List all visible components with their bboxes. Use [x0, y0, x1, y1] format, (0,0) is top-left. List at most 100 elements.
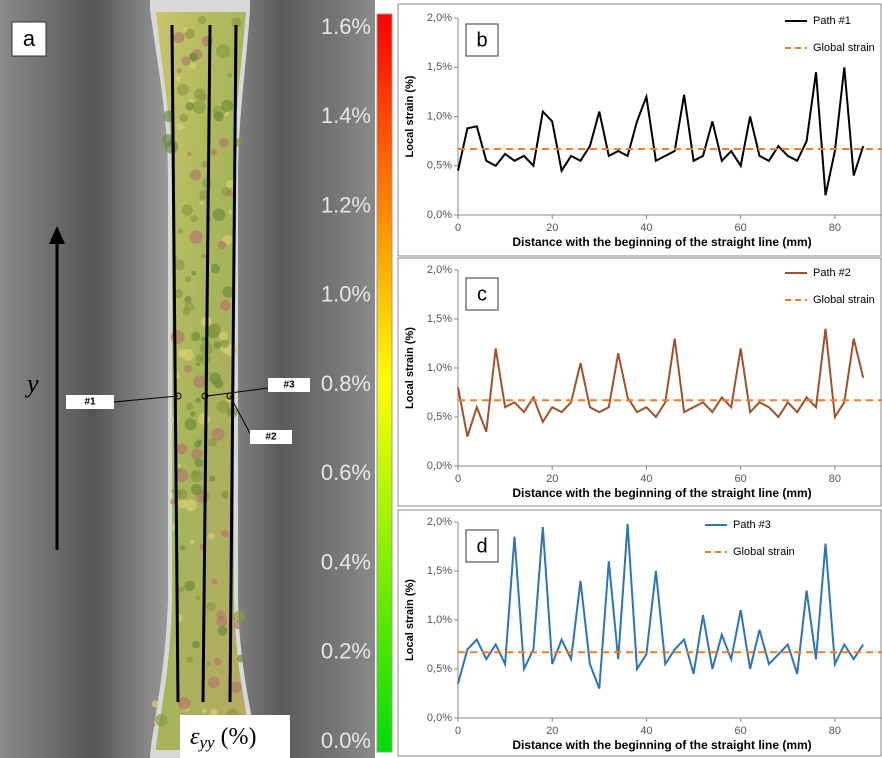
panel-label: a: [23, 26, 36, 51]
strain-spot: [222, 490, 229, 497]
strain-spot: [201, 160, 209, 168]
colorbar-tick-label: 1.6%: [321, 14, 371, 39]
strain-spot: [190, 215, 198, 223]
panel-label: b: [476, 29, 487, 51]
series-line: [457, 67, 865, 196]
y-axis-label: Local strain (%): [404, 327, 416, 409]
x-tick-label: 60: [735, 222, 747, 234]
marker-label: #3: [283, 380, 295, 391]
strain-spot: [233, 621, 242, 630]
colorbar-unit: (%): [221, 724, 257, 750]
strain-spot: [209, 322, 221, 335]
strain-spot: [191, 270, 197, 276]
marker-label: #2: [265, 432, 277, 443]
strain-spot: [216, 44, 231, 59]
colorbar-tick-label: 0.4%: [321, 549, 371, 574]
strain-spot: [227, 73, 233, 78]
strain-spot: [233, 610, 245, 623]
strain-spot: [170, 330, 185, 344]
colorbar-tick-label: 0.8%: [321, 371, 371, 396]
strain-spot: [237, 654, 245, 663]
x-tick-label: 0: [455, 473, 461, 485]
y-tick-label: 0,0%: [427, 460, 452, 472]
strain-spot: [184, 301, 195, 312]
strain-spot: [211, 427, 225, 441]
strain-spot: [218, 137, 229, 148]
strain-spot: [187, 152, 192, 157]
strain-spot: [213, 341, 222, 349]
strain-spot: [195, 362, 200, 367]
path-line: [170, 24, 180, 703]
strain-spot: [216, 615, 228, 627]
x-tick-label: 20: [546, 222, 558, 234]
strain-spot: [206, 601, 216, 612]
panel-label-box: [465, 529, 499, 563]
strain-spot: [185, 102, 194, 111]
legend-label: Global strain: [813, 294, 875, 306]
strain-spot: [151, 700, 159, 708]
strain-spot: [192, 640, 200, 649]
strain-spot: [177, 697, 191, 710]
strain-spot: [184, 365, 193, 374]
strain-spot: [189, 62, 197, 70]
strain-spot: [193, 375, 207, 389]
strain-spot: [216, 400, 230, 413]
strain-spot: [213, 111, 224, 122]
legend-label: Path #2: [813, 267, 851, 279]
legend-label: Path #3: [733, 519, 771, 531]
y-tick-label: 0,0%: [427, 209, 452, 221]
strain-spot: [184, 499, 197, 512]
strain-spot: [199, 196, 205, 201]
strain-spot: [197, 15, 207, 25]
y-tick-label: 2,0%: [427, 12, 452, 24]
strain-spot: [190, 539, 195, 545]
y-tick-label: 1,5%: [427, 313, 452, 325]
strain-spot: [192, 100, 206, 114]
strain-spots: [150, 15, 256, 728]
strain-spot: [176, 488, 188, 500]
strain-spot: [213, 378, 224, 389]
strain-spot: [173, 32, 185, 44]
x-tick-label: 60: [735, 725, 747, 737]
strain-spot: [173, 289, 184, 299]
strain-spot: [197, 439, 202, 445]
strain-spot: [190, 169, 201, 181]
path-line: [228, 24, 238, 703]
strain-spot: [231, 17, 242, 28]
x-tick-label: 80: [829, 222, 841, 234]
colorbar-title: εyy (%): [190, 724, 257, 752]
strain-spot: [150, 722, 156, 728]
strain-spot: [176, 83, 189, 96]
strain-spot: [225, 179, 234, 188]
colorbar-symbol: ε: [190, 724, 200, 750]
y-axis-label: Local strain (%): [404, 75, 416, 157]
strain-spot: [179, 544, 186, 551]
marker-tag: [250, 430, 292, 444]
strain-spot: [219, 299, 232, 312]
colorbar-tick-label: 0.6%: [321, 460, 371, 485]
strain-spot: [221, 99, 234, 113]
strain-spot: [194, 458, 204, 468]
strain-spot: [198, 200, 204, 206]
colorbar-title-box: [180, 715, 290, 758]
y-tick-label: 1,5%: [427, 565, 452, 577]
colorbar: [376, 13, 393, 753]
marker-leader: [229, 395, 253, 438]
series-line: [457, 328, 865, 437]
panel-label-box: [465, 23, 499, 57]
strain-spot: [222, 286, 235, 298]
y-tick-label: 1,0%: [427, 614, 452, 626]
x-tick-label: 40: [640, 222, 652, 234]
strain-spot: [189, 230, 203, 244]
strain-spot: [190, 331, 201, 342]
strain-spot: [161, 134, 175, 147]
strain-spot: [220, 339, 230, 349]
strain-spot: [190, 483, 203, 496]
strain-spot: [171, 489, 176, 494]
y-arrow-head: [49, 226, 65, 244]
y-tick-label: 0,5%: [427, 663, 452, 675]
marker-tag: [268, 378, 310, 392]
x-tick-label: 60: [735, 473, 747, 485]
